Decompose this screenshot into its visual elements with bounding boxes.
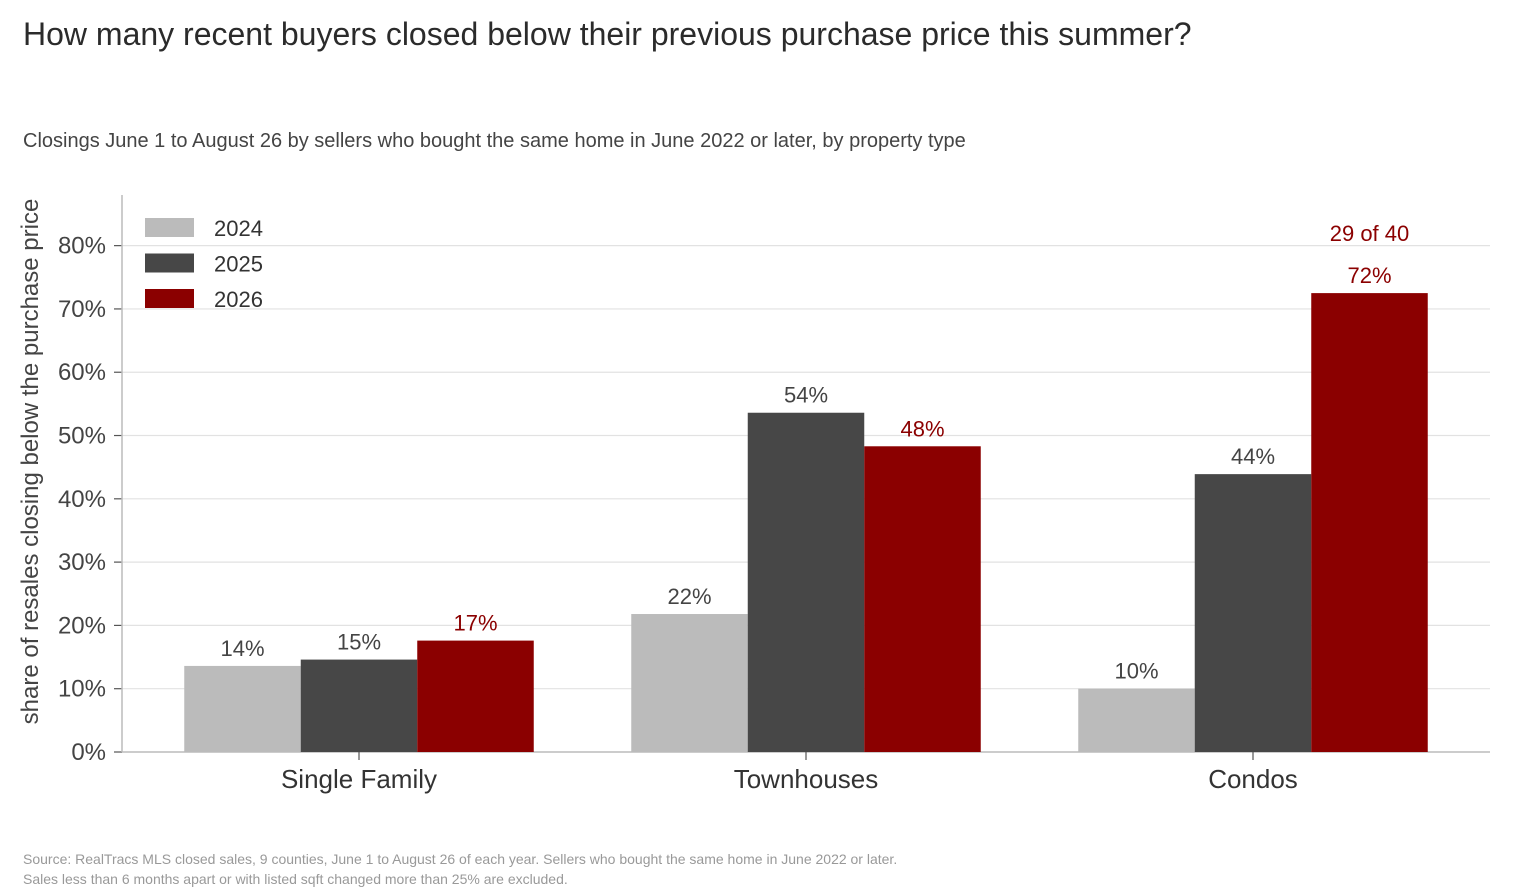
- chart-title: How many recent buyers closed below thei…: [23, 16, 1192, 52]
- data-label: 14%: [220, 636, 264, 661]
- bar: [1078, 688, 1195, 752]
- data-label: 15%: [337, 630, 381, 655]
- data-label: 72%: [1347, 263, 1391, 288]
- legend-label: 2024: [214, 216, 263, 241]
- bar: [1311, 293, 1428, 752]
- y-tick-label: 30%: [58, 549, 106, 576]
- data-label: 22%: [667, 584, 711, 609]
- bar: [300, 659, 418, 752]
- legend-swatch: [145, 253, 194, 273]
- x-tick-label: Condos: [1208, 764, 1298, 794]
- bar: [417, 640, 534, 752]
- y-tick-label: 20%: [58, 612, 106, 639]
- data-label: 48%: [900, 416, 944, 441]
- y-tick-label: 50%: [58, 423, 106, 450]
- y-tick-label: 70%: [58, 296, 106, 323]
- chart-subtitle: Closings June 1 to August 26 by sellers …: [23, 130, 966, 152]
- y-tick-label: 80%: [58, 233, 106, 260]
- legend-swatch: [145, 218, 194, 237]
- bar: [184, 665, 301, 752]
- data-label: 17%: [453, 611, 497, 636]
- data-label: 10%: [1114, 659, 1158, 684]
- data-label: 44%: [1231, 444, 1275, 469]
- x-tick-label: Townhouses: [734, 764, 879, 794]
- x-tick-label: Single Family: [281, 764, 437, 794]
- y-tick-label: 10%: [58, 676, 106, 703]
- y-tick-label: 40%: [58, 486, 106, 513]
- source-note: Source: RealTracs MLS closed sales, 9 co…: [23, 851, 898, 887]
- data-label: 54%: [784, 383, 828, 408]
- legend-swatch: [145, 289, 194, 308]
- y-axis-label: share of resales closing below the purch…: [17, 199, 44, 725]
- bar-chart: 0% 10% 20% 30% 40% 50% 60% 70% 80% share of resal…: [17, 195, 1490, 794]
- y-tick-label: 0%: [71, 739, 106, 766]
- y-tick-label: 60%: [58, 359, 106, 386]
- bar: [1194, 474, 1312, 752]
- bar: [864, 446, 981, 752]
- bar: [747, 412, 865, 752]
- legend-label: 2025: [214, 252, 263, 277]
- annotation: 29 of 40: [1330, 221, 1410, 246]
- bar: [631, 614, 748, 752]
- legend-label: 2026: [214, 287, 263, 312]
